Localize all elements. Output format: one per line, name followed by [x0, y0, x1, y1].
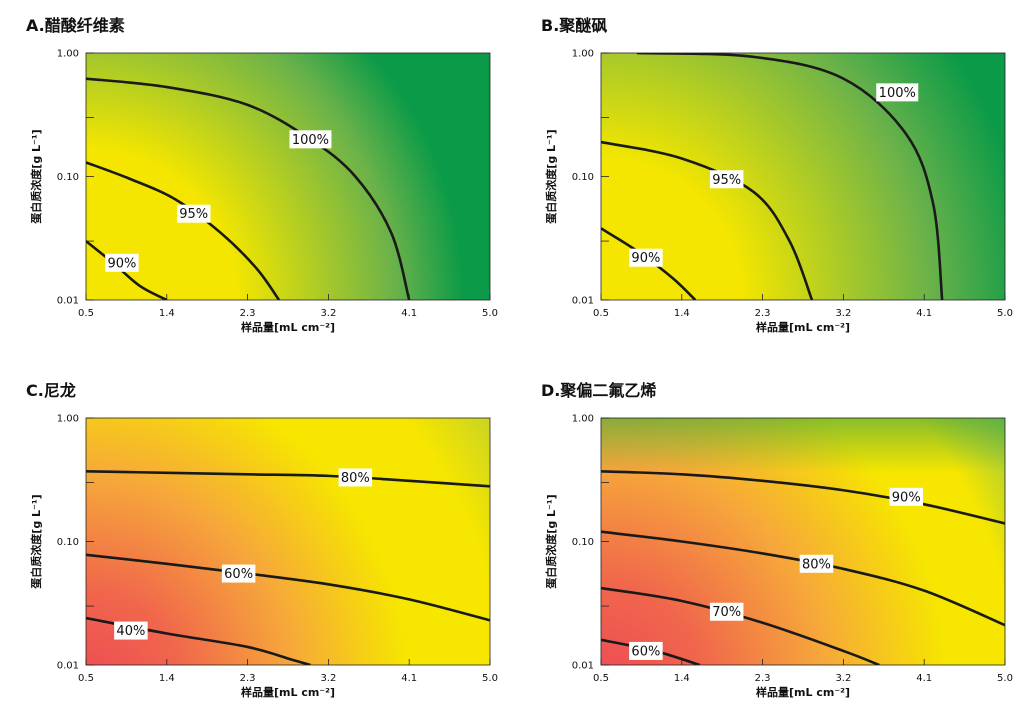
- contour-label-box: [338, 468, 373, 487]
- contour-line: [636, 53, 944, 300]
- contour-label: 100%: [879, 86, 916, 101]
- contour-label-box: [709, 602, 744, 621]
- y-tick-label: 0.10: [572, 172, 594, 183]
- contour-label-box: [221, 564, 256, 583]
- x-tick-label: 3.2: [320, 308, 336, 319]
- x-axis-label: 样品量[mL cm⁻²]: [756, 320, 850, 334]
- chart-panel-c: C.尼龙 40% 60% 80% 0.5 1.4 2.3 3.2 4.1 5.0 1.00 0.10…: [0, 365, 514, 720]
- x-axis-label: 样品量[mL cm⁻²]: [241, 685, 335, 699]
- x-tick-label: 3.2: [320, 673, 336, 684]
- contour-label: 90%: [631, 251, 660, 266]
- x-tick-label: 0.5: [78, 308, 94, 319]
- contour-label-box: [799, 554, 834, 573]
- y-axis-label: 蛋白质浓度[g L⁻¹]: [29, 494, 43, 588]
- contour-label-box: [289, 130, 332, 149]
- contour-label: 100%: [292, 133, 329, 148]
- x-tick-label: 4.1: [916, 673, 932, 684]
- chart-title: D.聚偏二氟乙烯: [541, 381, 657, 400]
- y-tick-label: 0.10: [57, 537, 79, 548]
- x-tick-label: 2.3: [755, 673, 771, 684]
- contour-label: 60%: [224, 567, 253, 582]
- x-axis-label: 样品量[mL cm⁻²]: [756, 685, 850, 699]
- y-tick-label: 0.01: [57, 296, 79, 307]
- chart-title: B.聚醚砜: [541, 16, 608, 35]
- y-tick-label: 0.01: [572, 296, 594, 307]
- contour-label-box: [889, 487, 923, 506]
- x-tick-label: 4.1: [916, 308, 932, 319]
- x-tick-label: 3.2: [835, 308, 851, 319]
- y-tick-label: 0.01: [57, 661, 79, 672]
- contour-label: 40%: [116, 624, 145, 639]
- contour-plot: 40% 60% 80% 0.5 1.4 2.3 3.2 4.1 5.0 1.00 0.10 0.01 样…: [29, 414, 498, 700]
- y-tick-label: 1.00: [57, 49, 79, 60]
- heatmap-background: [601, 418, 1005, 665]
- x-tick-label: 5.0: [482, 673, 498, 684]
- contour-label: 95%: [712, 173, 741, 188]
- contour-plot: 90% 95% 100% 0.5 1.4 2.3 3.2 4.1 5.0 1.00 0.10 0.01…: [544, 49, 1013, 335]
- x-tick-label: 0.5: [593, 308, 609, 319]
- contour-label: 95%: [179, 207, 208, 222]
- y-tick-label: 1.00: [572, 414, 594, 425]
- x-tick-label: 1.4: [674, 673, 690, 684]
- contour-label-box: [629, 641, 663, 660]
- chart-panel-a: A.醋酸纤维素 90% 95% 100% 0.5 1.4 2.3 3.2 4.1 5.0 1.00…: [0, 0, 514, 355]
- y-tick-label: 0.01: [572, 661, 594, 672]
- x-axis-label: 样品量[mL cm⁻²]: [241, 320, 335, 334]
- chart-title: A.醋酸纤维素: [26, 16, 125, 35]
- x-tick-label: 1.4: [159, 673, 175, 684]
- x-tick-label: 1.4: [159, 308, 175, 319]
- x-tick-label: 2.3: [240, 308, 256, 319]
- contour-label-box: [105, 253, 139, 272]
- y-axis-label: 蛋白质浓度[g L⁻¹]: [29, 129, 43, 223]
- x-tick-label: 4.1: [401, 673, 417, 684]
- contour-line: [601, 140, 814, 300]
- chart-title: C.尼龙: [26, 381, 76, 400]
- chart-panel-b: B.聚醚砜 90% 95% 100% 0.5 1.4 2.3 3.2 4.1 5.0 1.00 0.…: [515, 0, 1029, 355]
- x-tick-label: 3.2: [835, 673, 851, 684]
- x-tick-label: 0.5: [78, 673, 94, 684]
- contour-label-box: [876, 83, 919, 102]
- heatmap-background: [601, 53, 1005, 300]
- y-tick-label: 0.10: [57, 172, 79, 183]
- contour-label: 90%: [892, 490, 921, 505]
- y-tick-label: 0.10: [572, 537, 594, 548]
- contour-label-box: [176, 204, 211, 223]
- x-tick-label: 5.0: [997, 308, 1013, 319]
- contour-line: [601, 586, 880, 665]
- contour-label: 60%: [631, 644, 660, 659]
- x-tick-label: 1.4: [674, 308, 690, 319]
- y-tick-label: 1.00: [57, 414, 79, 425]
- x-tick-label: 2.3: [240, 673, 256, 684]
- contour-line: [601, 470, 1005, 525]
- contour-label-box: [114, 621, 148, 640]
- x-tick-label: 5.0: [482, 308, 498, 319]
- heatmap-background: [86, 53, 490, 300]
- contour-plot: 90% 95% 100% 0.5 1.4 2.3 3.2 4.1 5.0 1.00 0.10 0.01…: [29, 49, 498, 335]
- contour-line: [86, 240, 168, 300]
- contour-label-box: [629, 248, 663, 267]
- contour-line: [86, 470, 490, 488]
- contour-line: [86, 553, 490, 622]
- contour-label: 80%: [802, 557, 831, 572]
- contour-label: 70%: [712, 605, 741, 620]
- heatmap-background: [86, 418, 490, 665]
- contour-label: 80%: [341, 471, 370, 486]
- contour-label-box: [709, 170, 744, 189]
- x-tick-label: 0.5: [593, 673, 609, 684]
- y-axis-label: 蛋白质浓度[g L⁻¹]: [544, 129, 558, 223]
- y-axis-label: 蛋白质浓度[g L⁻¹]: [544, 494, 558, 588]
- x-tick-label: 4.1: [401, 308, 417, 319]
- x-tick-label: 5.0: [997, 673, 1013, 684]
- contour-plot: 60% 70% 80% 90% 0.5 1.4 2.3 3.2 4.1 5.0 1.00 0.10 0.…: [544, 414, 1013, 700]
- y-tick-label: 1.00: [572, 49, 594, 60]
- x-tick-label: 2.3: [755, 308, 771, 319]
- chart-panel-d: D.聚偏二氟乙烯 60% 70% 80% 90% 0.5 1.4 2.3 3.2 4.1 5.0 1…: [515, 365, 1029, 720]
- contour-label: 90%: [107, 256, 136, 271]
